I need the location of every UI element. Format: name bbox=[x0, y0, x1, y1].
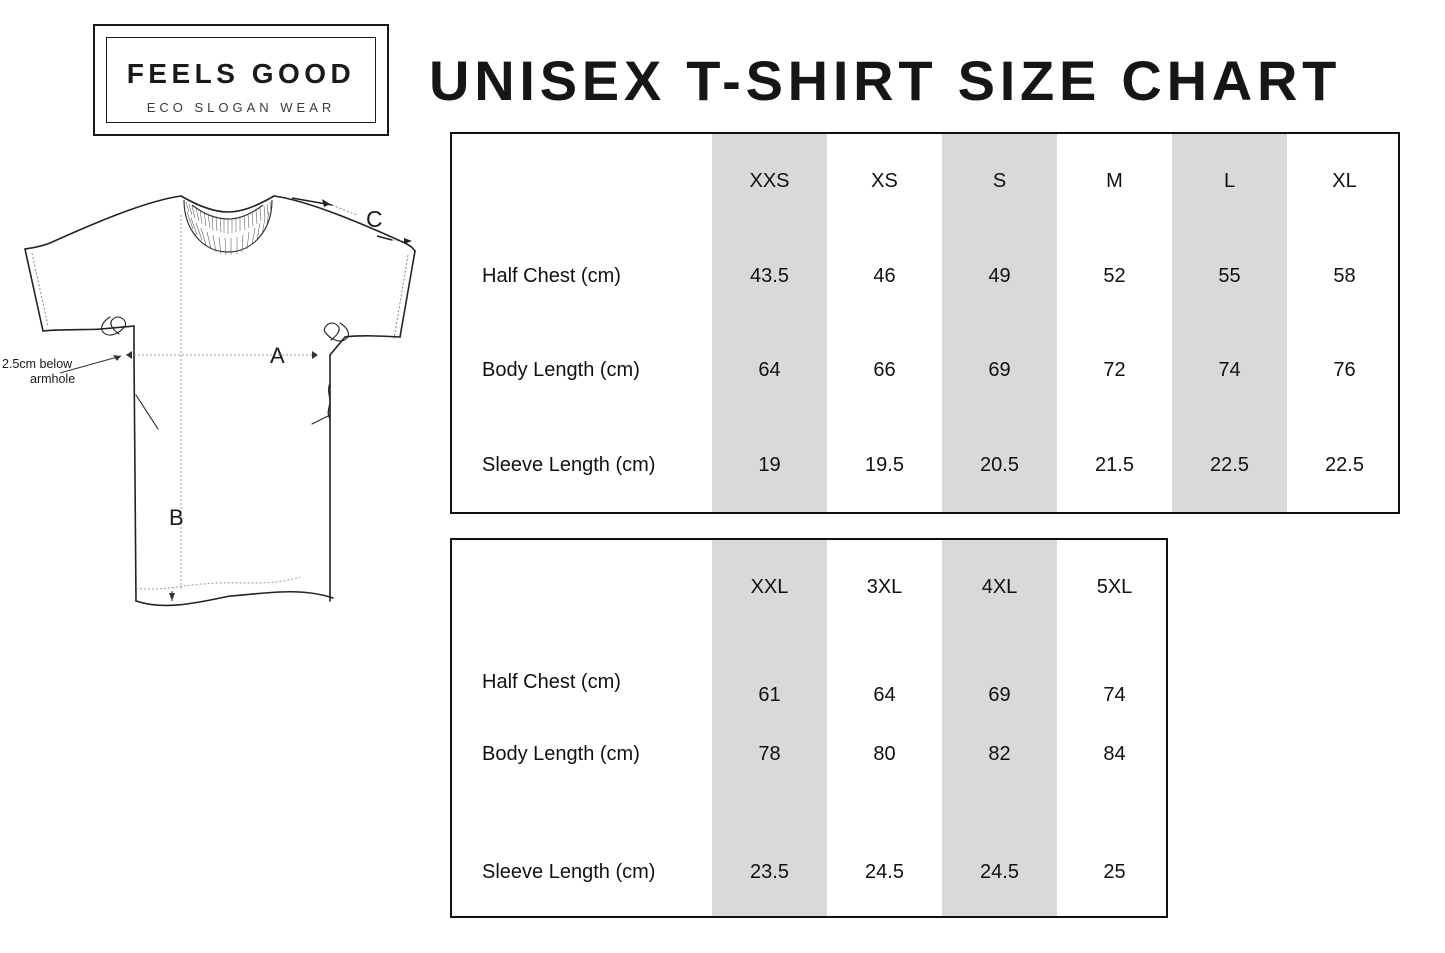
svg-text:2.5cm below: 2.5cm below bbox=[2, 357, 73, 371]
svg-text:B: B bbox=[169, 505, 184, 530]
svg-text:armhole: armhole bbox=[30, 372, 75, 386]
svg-text:A: A bbox=[270, 343, 285, 368]
svg-text:C: C bbox=[366, 206, 383, 232]
